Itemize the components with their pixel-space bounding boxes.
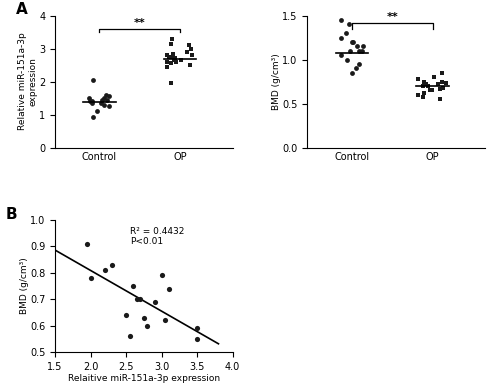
Point xyxy=(188,52,196,58)
Point xyxy=(414,76,422,82)
Point xyxy=(185,42,193,48)
Point xyxy=(342,56,350,63)
Point xyxy=(348,39,356,45)
Point xyxy=(132,296,140,302)
Point xyxy=(88,100,96,106)
Point xyxy=(122,312,130,318)
Point xyxy=(150,299,158,305)
Point xyxy=(170,50,177,57)
Point xyxy=(88,98,96,104)
Point xyxy=(170,56,178,62)
Point xyxy=(98,97,106,103)
Point xyxy=(345,21,353,27)
Point xyxy=(163,52,171,58)
Point xyxy=(348,39,356,45)
Point xyxy=(105,103,113,109)
Point xyxy=(106,93,114,100)
Point xyxy=(172,59,180,65)
Point xyxy=(438,79,446,85)
Point xyxy=(103,97,111,103)
Point xyxy=(182,49,190,55)
Point xyxy=(428,87,436,93)
Point xyxy=(193,325,201,331)
Point xyxy=(168,41,175,47)
Point xyxy=(144,323,152,329)
Point xyxy=(436,86,444,92)
Point xyxy=(168,36,176,42)
Point xyxy=(360,43,368,50)
Point xyxy=(170,57,177,63)
Point xyxy=(86,275,94,281)
Text: A: A xyxy=(16,2,28,18)
Point xyxy=(88,114,96,120)
Text: **: ** xyxy=(386,12,398,22)
Point xyxy=(187,45,195,52)
Point xyxy=(420,90,428,96)
Point xyxy=(419,83,427,89)
Point xyxy=(353,43,361,50)
Point xyxy=(164,285,172,292)
Point xyxy=(438,70,446,76)
Point xyxy=(193,335,201,342)
Point xyxy=(352,65,360,72)
Point xyxy=(424,83,432,89)
Point xyxy=(102,91,110,98)
Point xyxy=(177,57,185,63)
Point xyxy=(136,296,144,302)
Point xyxy=(158,272,166,278)
Point xyxy=(98,100,106,106)
Point xyxy=(83,240,91,247)
Point xyxy=(430,74,438,80)
Point xyxy=(355,61,363,67)
Point xyxy=(436,96,444,102)
Point xyxy=(346,48,354,54)
Point xyxy=(170,56,178,62)
Point xyxy=(163,59,171,65)
Point xyxy=(348,70,356,76)
Text: B: B xyxy=(5,207,17,222)
Point xyxy=(126,333,134,339)
Point xyxy=(166,80,174,86)
Point xyxy=(93,108,101,115)
Point xyxy=(90,77,98,83)
Y-axis label: BMD (g/cm³): BMD (g/cm³) xyxy=(272,53,281,110)
Point xyxy=(442,80,450,86)
Point xyxy=(420,93,428,100)
Point xyxy=(165,54,173,60)
Point xyxy=(186,62,194,68)
Point xyxy=(100,102,108,108)
Point xyxy=(167,60,175,66)
Point xyxy=(140,314,148,321)
Y-axis label: BMD (g/cm³): BMD (g/cm³) xyxy=(20,258,28,314)
Y-axis label: Relative miR-151a-3p
expression: Relative miR-151a-3p expression xyxy=(18,33,38,131)
Point xyxy=(426,87,434,93)
Point xyxy=(338,34,345,41)
Text: **: ** xyxy=(134,18,145,28)
Point xyxy=(169,54,177,60)
Point xyxy=(354,48,362,54)
X-axis label: Relaitive miR-151a-3p expression: Relaitive miR-151a-3p expression xyxy=(68,375,220,384)
Point xyxy=(86,98,94,104)
Point xyxy=(163,64,171,70)
Point xyxy=(129,283,137,289)
Text: R² = 0.4432
P<0.01: R² = 0.4432 P<0.01 xyxy=(130,227,184,246)
Point xyxy=(358,48,366,54)
Point xyxy=(337,17,345,23)
Point xyxy=(422,81,430,87)
Point xyxy=(100,95,108,101)
Point xyxy=(161,317,169,323)
Point xyxy=(338,52,345,58)
Point xyxy=(86,95,94,101)
Point xyxy=(342,30,350,36)
Point xyxy=(439,84,447,91)
Point xyxy=(101,267,109,273)
Point xyxy=(414,91,422,98)
Point xyxy=(108,262,116,268)
Point xyxy=(434,81,442,87)
Point xyxy=(420,79,428,85)
